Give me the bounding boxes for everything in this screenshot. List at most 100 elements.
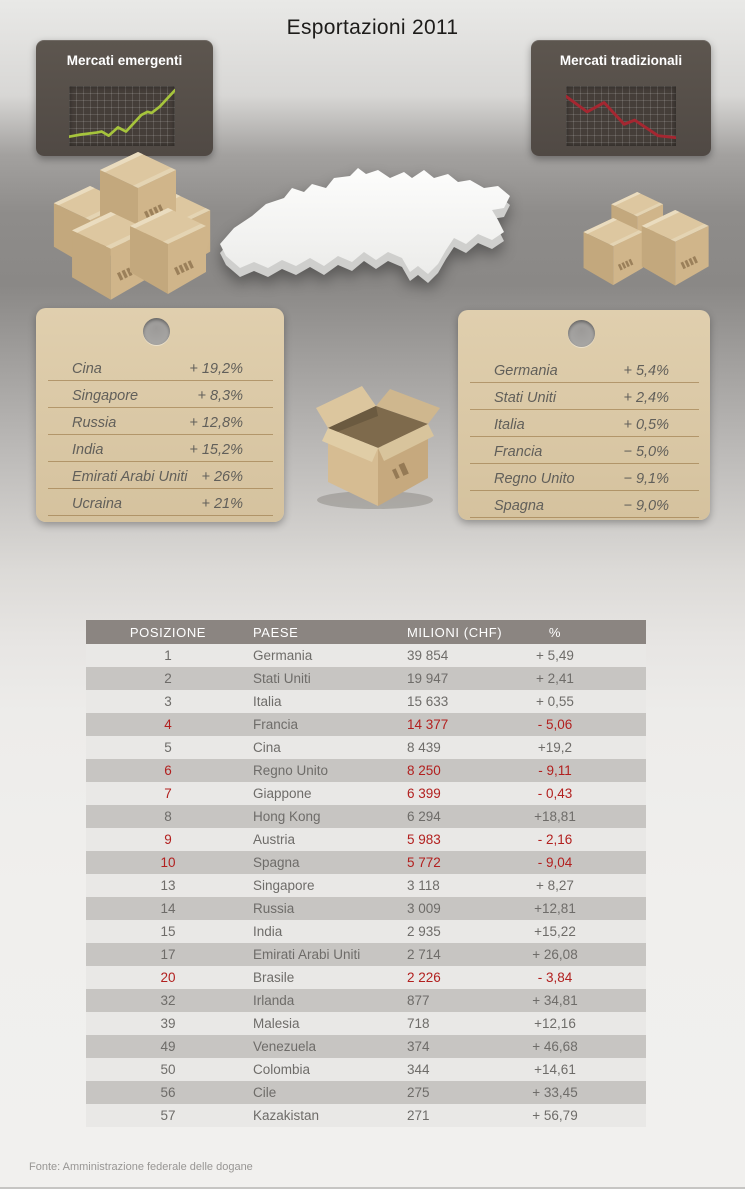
cell-millions: 2 714 xyxy=(407,947,441,962)
percent-value: − 9,0% xyxy=(623,498,669,514)
cell-country: Austria xyxy=(253,832,296,847)
panel-traditional-label: Mercati tradizionali xyxy=(559,53,683,68)
punch-hole-icon xyxy=(568,320,595,347)
cell-country: Cile xyxy=(253,1085,277,1100)
cell-percent: + 0,55 xyxy=(536,694,574,709)
cell-country: Emirati Arabi Uniti xyxy=(253,947,361,962)
cell-country: Francia xyxy=(253,717,299,732)
punch-hole-icon xyxy=(143,318,170,345)
table-row: 56 Cile 275 + 33,45 xyxy=(86,1081,646,1104)
country-label: Italia xyxy=(494,417,525,433)
percent-value: + 8,3% xyxy=(197,388,243,404)
country-label: Germania xyxy=(494,363,558,379)
table-body: 1 Germania 39 854 + 5,49 2 Stati Uniti 1… xyxy=(86,644,646,1127)
cell-position: 49 xyxy=(160,1039,176,1054)
cell-position: 3 xyxy=(164,694,172,709)
table-header: POSIZIONE PAESE MILIONI (CHF) % xyxy=(86,620,646,644)
cell-position: 13 xyxy=(160,878,176,893)
cell-millions: 3 009 xyxy=(407,901,441,916)
cell-position: 20 xyxy=(160,970,176,985)
cell-country: Brasile xyxy=(253,970,295,985)
cell-millions: 6 294 xyxy=(407,809,441,824)
percent-value: + 15,2% xyxy=(189,442,243,458)
table-row: 17 Emirati Arabi Uniti 2 714 + 26,08 xyxy=(86,943,646,966)
cell-country: Venezuela xyxy=(253,1039,317,1054)
percent-value: + 19,2% xyxy=(189,361,243,377)
cell-millions: 39 854 xyxy=(407,648,449,663)
cell-millions: 6 399 xyxy=(407,786,441,801)
cardboard-boxes-right-illustration xyxy=(583,192,709,286)
cell-country: Kazakistan xyxy=(253,1108,320,1123)
card-row: Ucraina + 21% xyxy=(48,490,273,516)
country-label: Spagna xyxy=(494,498,544,514)
traditional-country-list: Germania + 5,4% Stati Uniti + 2,4% Itali… xyxy=(470,357,699,519)
table-row: 15 India 2 935 +15,22 xyxy=(86,920,646,943)
country-label: Ucraina xyxy=(72,496,122,512)
table-row: 32 Irlanda 877 + 34,81 xyxy=(86,989,646,1012)
open-cardboard-box-illustration xyxy=(316,386,440,509)
card-row: Spagna − 9,0% xyxy=(470,492,699,518)
page-title: Esportazioni 2011 xyxy=(286,16,459,39)
col-header-posizione: POSIZIONE xyxy=(129,624,207,640)
cell-position: 57 xyxy=(160,1108,176,1123)
cell-position: 15 xyxy=(160,924,176,939)
cell-position: 6 xyxy=(164,763,172,778)
card-row: Russia + 12,8% xyxy=(48,409,273,435)
cell-position: 5 xyxy=(164,740,172,755)
percent-value: + 21% xyxy=(201,496,243,512)
red-trend-line xyxy=(566,94,676,140)
cell-percent: + 26,08 xyxy=(532,947,578,962)
table-row: 5 Cina 8 439 +19,2 xyxy=(86,736,646,759)
cell-country: Singapore xyxy=(253,878,315,893)
note-card-traditional: Germania + 5,4% Stati Uniti + 2,4% Itali… xyxy=(458,310,710,520)
cell-percent: + 2,41 xyxy=(536,671,574,686)
cell-millions: 5 772 xyxy=(407,855,441,870)
cell-millions: 8 250 xyxy=(407,763,441,778)
cell-percent: +15,22 xyxy=(534,924,576,939)
cell-millions: 2 226 xyxy=(407,970,441,985)
card-row: Regno Unito − 9,1% xyxy=(470,465,699,491)
cell-position: 1 xyxy=(164,648,172,663)
card-row: Francia − 5,0% xyxy=(470,438,699,464)
cell-country: Germania xyxy=(253,648,313,663)
panel-emerging-label: Mercati emergenti xyxy=(66,53,183,68)
card-row: Emirati Arabi Uniti + 26% xyxy=(48,463,273,489)
cell-position: 7 xyxy=(164,786,172,801)
table-row: 6 Regno Unito 8 250 - 9,11 xyxy=(86,759,646,782)
panel-traditional-markets: Mercati tradizionali xyxy=(531,40,711,156)
table-row: 7 Giappone 6 399 - 0,43 xyxy=(86,782,646,805)
cell-millions: 5 983 xyxy=(407,832,441,847)
table-row: 8 Hong Kong 6 294 +18,81 xyxy=(86,805,646,828)
cell-country: Irlanda xyxy=(253,993,295,1008)
source-note: Fonte: Amministrazione federale delle do… xyxy=(29,1161,253,1173)
cell-position: 39 xyxy=(160,1016,176,1031)
bottom-edge-divider xyxy=(0,1187,745,1189)
cell-millions: 344 xyxy=(407,1062,430,1077)
cell-country: Malesia xyxy=(253,1016,300,1031)
rising-trend-chart xyxy=(69,86,175,146)
cell-percent: - 0,43 xyxy=(537,786,573,801)
cell-percent: +14,61 xyxy=(534,1062,576,1077)
cell-position: 2 xyxy=(164,671,172,686)
table-row: 20 Brasile 2 226 - 3,84 xyxy=(86,966,646,989)
table-row: 57 Kazakistan 271 + 56,79 xyxy=(86,1104,646,1127)
cell-country: Spagna xyxy=(253,855,300,870)
table-row: 4 Francia 14 377 - 5,06 xyxy=(86,713,646,736)
falling-line-icon xyxy=(566,94,676,140)
cell-position: 4 xyxy=(164,717,172,732)
cell-country: Giappone xyxy=(253,786,312,801)
cell-country: Cina xyxy=(253,740,281,755)
export-ranking-table: POSIZIONE PAESE MILIONI (CHF) % 1 German… xyxy=(86,620,646,1127)
table-row: 39 Malesia 718 +12,16 xyxy=(86,1012,646,1035)
country-label: Francia xyxy=(494,444,543,460)
country-label: Russia xyxy=(72,415,117,431)
cell-position: 32 xyxy=(160,993,176,1008)
cell-percent: - 2,16 xyxy=(537,832,573,847)
table-row: 50 Colombia 344 +14,61 xyxy=(86,1058,646,1081)
country-label: Emirati Arabi Uniti xyxy=(72,469,188,485)
cell-millions: 718 xyxy=(407,1016,430,1031)
falling-trend-chart xyxy=(566,86,676,146)
percent-value: + 12,8% xyxy=(189,415,243,431)
table-row: 13 Singapore 3 118 + 8,27 xyxy=(86,874,646,897)
